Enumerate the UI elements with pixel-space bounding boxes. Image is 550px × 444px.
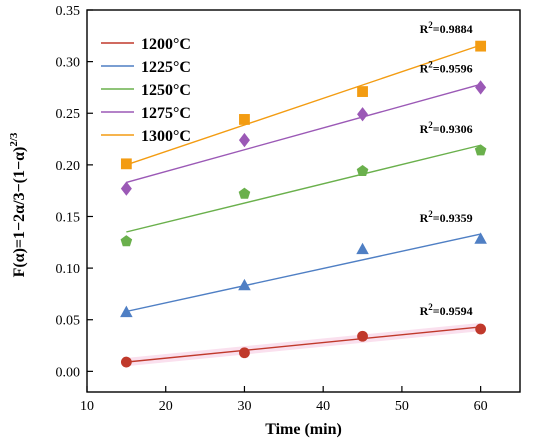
data-point xyxy=(474,144,487,156)
fit-line xyxy=(126,326,481,363)
r2-label: R2=0.9596 xyxy=(420,59,473,75)
x-axis-title: Time (min) xyxy=(265,421,342,438)
data-point xyxy=(475,323,487,335)
data-point xyxy=(238,132,250,148)
r2-label: R2=0.9306 xyxy=(420,120,473,136)
x-tick-label: 20 xyxy=(159,399,173,414)
data-point xyxy=(356,242,369,255)
data-point xyxy=(120,305,133,318)
fit-line xyxy=(126,44,481,166)
y-tick-label: 0.00 xyxy=(56,365,81,380)
fit-line xyxy=(126,144,481,233)
data-point xyxy=(238,187,251,199)
data-markers xyxy=(120,40,487,368)
fit-lines xyxy=(126,44,481,367)
legend: 1200°C 1225°C 1250°C 1275°C 1300°C xyxy=(101,36,191,145)
data-point xyxy=(356,164,369,176)
x-tick-label: 30 xyxy=(237,399,251,414)
y-tick-label: 0.05 xyxy=(56,314,81,329)
r2-label: R2=0.9594 xyxy=(420,302,473,318)
legend-label: 1250°C xyxy=(141,82,191,99)
data-point xyxy=(357,86,368,97)
r2-label: R2=0.9884 xyxy=(420,20,473,36)
data-point xyxy=(357,330,368,342)
x-tick-label: 60 xyxy=(474,399,488,414)
y-axis-title: F(α)=1−2α/3−(1−α)2/3 xyxy=(8,132,28,277)
legend-label: 1225°C xyxy=(141,59,191,76)
fit-line xyxy=(126,83,481,184)
data-point xyxy=(239,114,250,125)
legend-label: 1200°C xyxy=(141,36,191,53)
fit-line xyxy=(126,233,481,313)
x-tick-label: 10 xyxy=(80,399,94,414)
data-point xyxy=(120,158,132,170)
y-tick-label: 0.25 xyxy=(56,107,81,122)
data-point xyxy=(120,181,132,196)
y-tick-label: 0.20 xyxy=(56,159,81,174)
data-point xyxy=(475,80,487,95)
data-point xyxy=(475,40,487,52)
r2-annotations: R2=0.9594 R2=0.9359 R2=0.9306 R2=0.9596 R2=0… xyxy=(420,20,473,318)
y-tick-label: 0.30 xyxy=(56,56,81,71)
x-tick-label: 40 xyxy=(316,399,330,414)
data-point xyxy=(357,107,369,122)
data-point xyxy=(238,278,251,291)
legend-label: 1300°C xyxy=(141,128,191,145)
r2-label: R2=0.9359 xyxy=(420,209,473,225)
data-point xyxy=(239,347,250,359)
data-point xyxy=(120,356,132,368)
y-tick-label: 0.35 xyxy=(56,4,81,19)
legend-label: 1275°C xyxy=(141,105,191,122)
x-tick-label: 50 xyxy=(395,399,409,414)
y-tick-label: 0.10 xyxy=(56,262,81,277)
y-tick-label: 0.15 xyxy=(56,210,81,225)
data-point xyxy=(120,235,133,247)
axes: 10 20 30 40 50 60 0.00 0.05 0.10 0.15 0.20 0.25 0.30… xyxy=(56,4,488,414)
data-point xyxy=(474,232,487,244)
